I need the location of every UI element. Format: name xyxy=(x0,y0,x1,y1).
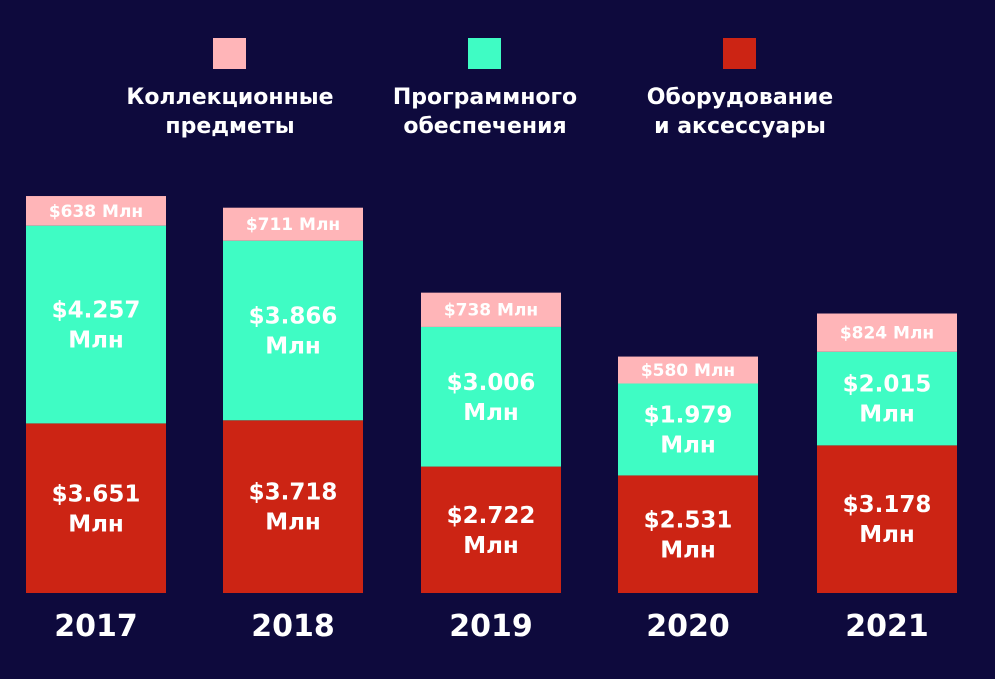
bar-segment xyxy=(421,292,561,327)
x-tick-label: 2017 xyxy=(54,609,138,644)
data-label: $638 Млн xyxy=(49,202,143,222)
x-tick-label: 2019 xyxy=(449,609,533,644)
bar-segment xyxy=(618,383,758,476)
bar-segment xyxy=(817,313,957,352)
data-label: $3.651 xyxy=(52,481,141,507)
bar-stack: $3.651 Млн $4.257 Млн $638 Млн xyxy=(26,196,166,593)
legend-label: Оборудование xyxy=(647,85,833,110)
data-label: $2.722 xyxy=(447,503,536,529)
data-label: Млн xyxy=(660,433,716,459)
legend-item: Коллекционные предметы xyxy=(126,38,334,139)
data-label: Млн xyxy=(68,511,124,537)
bar-segment xyxy=(421,466,561,593)
x-tick-label: 2020 xyxy=(646,609,730,644)
bar-stack: $3.178 Млн $2.015 Млн $824 Млн xyxy=(817,313,957,593)
data-label: $3.718 xyxy=(249,480,338,506)
data-label: Млн xyxy=(463,400,519,426)
legend-label: обеспечения xyxy=(403,114,566,139)
legend-item: Программного обеспечения xyxy=(393,38,577,139)
bar-stack: $3.718 Млн $3.866 Млн $711 Млн xyxy=(223,207,363,593)
data-label: $4.257 xyxy=(52,298,141,324)
bar-segment xyxy=(26,423,166,593)
x-tick-label: 2021 xyxy=(845,609,929,644)
data-label: Млн xyxy=(859,402,915,428)
data-label: $2.015 xyxy=(843,372,932,398)
legend-swatch xyxy=(213,38,246,69)
legend-item: Оборудование и аксессуары xyxy=(647,38,833,139)
legend: Коллекционные предметы Программного обеспеч… xyxy=(126,38,833,139)
bar-segment xyxy=(618,356,758,384)
data-label: Млн xyxy=(68,328,124,354)
data-label: Млн xyxy=(463,533,519,559)
bar-segment xyxy=(421,326,561,467)
bar-stack: $2.531 Млн $1.979 Млн $580 Млн xyxy=(618,356,758,593)
bar-segment xyxy=(223,240,363,421)
bar-segment xyxy=(26,196,166,226)
bar-segment xyxy=(223,207,363,241)
data-label: $711 Млн xyxy=(246,215,340,235)
data-label: $824 Млн xyxy=(840,324,934,344)
data-label: $3.866 xyxy=(249,304,338,330)
bar-segment xyxy=(223,420,363,593)
data-label: $580 Млн xyxy=(641,361,735,381)
data-label: $738 Млн xyxy=(444,301,538,321)
x-tick-label: 2018 xyxy=(251,609,335,644)
data-label: $1.979 xyxy=(644,403,733,429)
bar-segment xyxy=(26,225,166,424)
data-label: Млн xyxy=(265,510,321,536)
legend-label: предметы xyxy=(165,114,294,139)
legend-label: и аксессуары xyxy=(654,114,826,139)
data-label: $3.006 xyxy=(447,370,536,396)
bar-segment xyxy=(618,475,758,593)
bar-stack: $2.722 Млн $3.006 Млн $738 Млн xyxy=(421,292,561,593)
bar-segment xyxy=(817,351,957,446)
data-label: $2.531 xyxy=(644,507,733,533)
data-label: Млн xyxy=(265,334,321,360)
legend-label: Программного xyxy=(393,85,577,110)
data-label: Млн xyxy=(859,522,915,548)
bars: $3.651 Млн $4.257 Млн $638 Млн $3.718 Млн $3.86… xyxy=(26,196,957,593)
data-label: Млн xyxy=(660,537,716,563)
legend-swatch xyxy=(723,38,756,69)
bar-segment xyxy=(817,445,957,593)
legend-swatch xyxy=(468,38,501,69)
legend-label: Коллекционные xyxy=(126,85,333,110)
x-axis-labels: 2017 2018 2019 2020 2021 xyxy=(54,609,929,644)
data-label: $3.178 xyxy=(843,492,932,518)
